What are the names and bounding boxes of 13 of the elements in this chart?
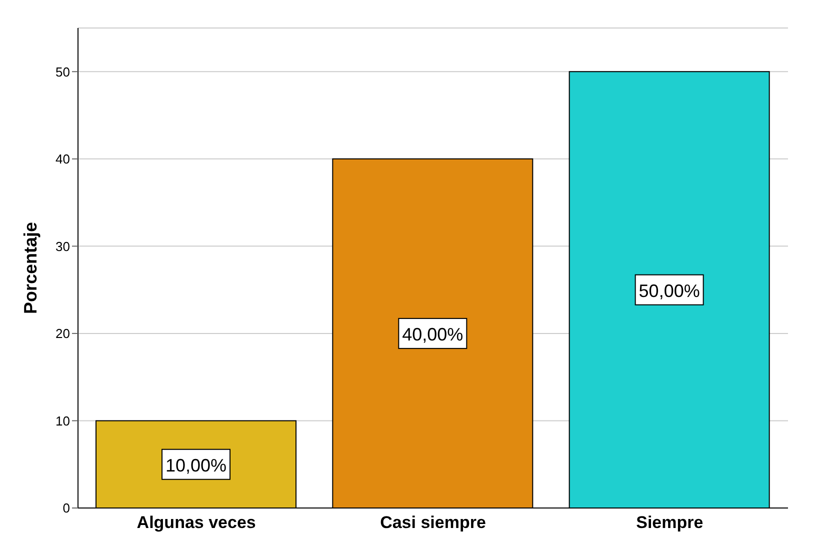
x-tick-label: Siempre [636,513,704,532]
y-tick-label: 40 [56,152,70,167]
y-tick-label: 20 [56,326,70,342]
y-tick-label: 10 [56,413,70,428]
x-tick-label: Casi siempre [380,513,486,532]
y-axis-title: Porcentaje [20,222,40,314]
y-tick-label: 0 [62,500,70,516]
y-tick-label: 30 [56,238,70,254]
data-label: 50,00% [638,280,700,301]
data-label: 10,00% [165,455,227,476]
data-label: 40,00% [402,324,464,344]
y-tick-label: 50 [56,64,70,80]
x-tick-label: Algunas veces [136,513,256,532]
